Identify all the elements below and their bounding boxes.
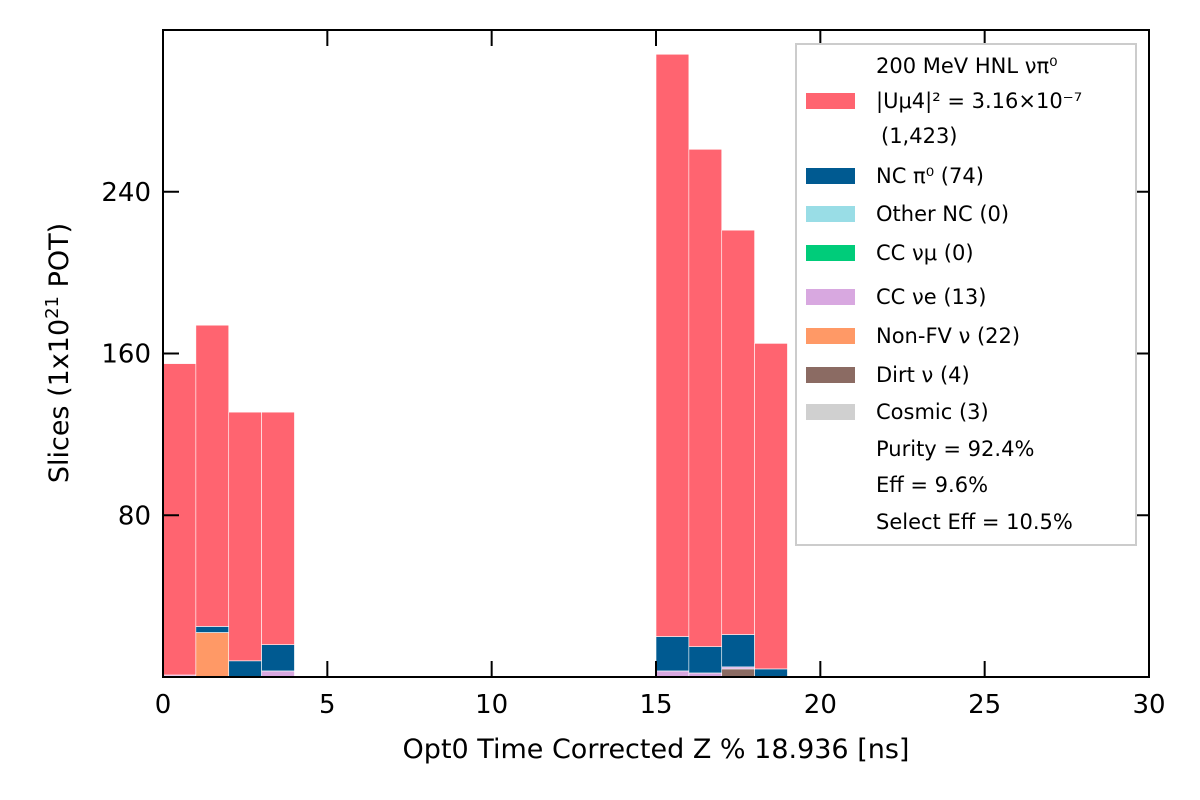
bar-hnl-bin-4 [655, 53, 690, 637]
x-tick-label: 15 [639, 690, 672, 720]
legend-swatch-ccnumu [806, 245, 855, 261]
legend: 200 MeV HNL νπ⁰ |Uμ4|² = 3.16×10⁻⁷ (1,423)… [795, 43, 1137, 546]
bars-group [162, 53, 788, 678]
x-axis-label: Opt0 Time Corrected Z % 18.936 [ns] [403, 734, 910, 765]
x-tick-label: 20 [804, 690, 837, 720]
bar-hnl-bin-7 [754, 343, 788, 670]
legend-swatch-cosmic [806, 404, 855, 420]
legend-swatch-ncpi0 [806, 168, 855, 184]
bar-dirt-bin-6 [721, 668, 755, 678]
legend-label-ccnumu: CC νμ (0) [876, 241, 974, 265]
bar-ncpi0-bin-4 [655, 636, 690, 672]
bar-ncpi0-bin-6 [721, 634, 755, 668]
x-tick-label: 10 [475, 690, 508, 720]
legend-label-hnl-line-1: |Uμ4|² = 3.16×10⁻⁷ [876, 89, 1082, 114]
y-axis-label-main: Slices (1x10 [44, 319, 75, 483]
bar-hnl-bin-5 [688, 148, 723, 647]
bar-hnl-bin-1 [195, 324, 230, 627]
bar-ncpi0-bin-7 [754, 668, 788, 678]
legend-label-hnl-line-2: (1,423) [881, 124, 958, 148]
bar-ncpi0-bin-3 [261, 644, 295, 672]
y-tick-label: 80 [118, 501, 151, 531]
legend-swatch-ccnue [806, 289, 855, 305]
x-tick-label: 0 [155, 690, 172, 720]
legend-note-1: Eff = 9.6% [876, 473, 988, 497]
legend-label-ncpi0: NC π⁰ (74) [876, 164, 984, 188]
legend-note-0: Purity = 92.4% [876, 437, 1034, 461]
bar-ncpi0-bin-5 [688, 646, 723, 674]
bar-hnl-bin-0 [162, 363, 197, 676]
y-axis-label-end: POT) [44, 223, 75, 296]
x-tick-label: 5 [319, 690, 336, 720]
y-axis-label: Slices (1x1021 POT) [42, 223, 75, 483]
y-tick-label: 240 [101, 178, 151, 208]
x-tick-label: 30 [1132, 690, 1165, 720]
y-tick-label: 160 [101, 340, 151, 370]
legend-swatch-dirt [806, 367, 855, 383]
bar-nonfv-bin-1 [195, 632, 230, 678]
legend-label-ccnue: CC νe (13) [876, 285, 986, 309]
x-tick-label: 25 [968, 690, 1001, 720]
y-axis-label-sup: 21 [42, 296, 63, 319]
legend-label-cosmic: Cosmic (3) [876, 400, 989, 424]
bar-hnl-bin-6 [721, 229, 755, 635]
bar-hnl-bin-3 [261, 411, 295, 645]
legend-swatch-nonfv [806, 328, 855, 344]
bar-ccnue-bin-6 [721, 666, 755, 670]
legend-note-2: Select Eff = 10.5% [876, 510, 1073, 534]
legend-label-othernc: Other NC (0) [876, 202, 1009, 226]
legend-swatch-othernc [806, 206, 855, 222]
legend-swatch-hnl [806, 93, 855, 109]
legend-label-dirt: Dirt ν (4) [876, 363, 970, 387]
bar-ncpi0-bin-1 [195, 626, 230, 633]
ticks-group: 0 5 10 15 20 25 30 80 160 240 [101, 30, 1166, 720]
legend-label-hnl-line-0: 200 MeV HNL νπ⁰ [876, 54, 1058, 78]
bar-hnl-bin-2 [228, 411, 262, 662]
bar-ncpi0-bin-2 [228, 660, 262, 678]
legend-label-nonfv: Non-FV ν (22) [876, 324, 1020, 348]
